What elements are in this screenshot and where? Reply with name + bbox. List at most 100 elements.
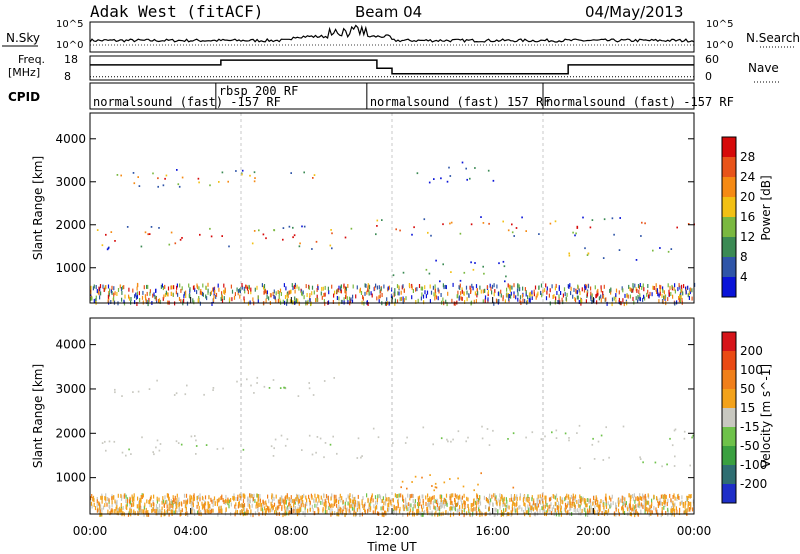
data-pixel (294, 282, 296, 287)
data-pixel (417, 508, 420, 513)
data-pixel (176, 498, 178, 502)
data-pixel (186, 301, 189, 306)
colorbar-tick-label: 200 (740, 344, 763, 358)
data-pixel (193, 493, 195, 498)
data-pixel (361, 499, 363, 504)
colorbar-cell (722, 277, 736, 297)
data-pixel (258, 229, 260, 232)
data-pixel (95, 298, 97, 303)
data-pixel (144, 294, 146, 299)
data-pixel (176, 510, 178, 515)
data-pixel (403, 507, 405, 512)
data-pixel (298, 245, 301, 248)
data-pixel (501, 494, 503, 499)
data-pixel (635, 509, 637, 514)
data-pixel (673, 429, 676, 432)
data-pixel (164, 500, 167, 505)
data-pixel (418, 502, 420, 507)
data-pixel (375, 283, 377, 288)
data-pixel (338, 296, 340, 301)
data-pixel (272, 505, 274, 510)
data-pixel (249, 174, 251, 177)
data-pixel (220, 505, 222, 510)
data-pixel (664, 499, 667, 504)
data-pixel (510, 512, 512, 517)
data-pixel (221, 494, 223, 499)
data-pixel (523, 510, 525, 514)
data-pixel (344, 501, 346, 506)
data-pixel (623, 501, 625, 505)
data-pixel (674, 502, 676, 507)
data-pixel (637, 284, 640, 288)
data-pixel (553, 494, 555, 499)
data-pixel (277, 506, 279, 511)
data-pixel (531, 503, 534, 508)
data-pixel (495, 495, 497, 500)
data-pixel (271, 507, 273, 512)
data-pixel (359, 512, 361, 517)
data-pixel (434, 296, 436, 301)
data-pixel (147, 299, 149, 304)
data-pixel (216, 502, 219, 507)
data-pixel (225, 494, 227, 499)
data-pixel (463, 493, 465, 498)
data-pixel (183, 291, 186, 296)
data-pixel (286, 438, 289, 441)
data-pixel (176, 283, 178, 288)
data-pixel (202, 283, 204, 288)
data-pixel (557, 300, 559, 304)
data-pixel (664, 294, 667, 299)
data-pixel (248, 284, 250, 289)
data-pixel (475, 503, 478, 508)
data-pixel (440, 437, 443, 440)
data-pixel (323, 299, 325, 304)
data-pixel (318, 494, 320, 499)
data-pixel (642, 297, 644, 302)
data-pixel (272, 455, 275, 457)
data-pixel (150, 495, 152, 500)
data-pixel (264, 289, 266, 294)
data-pixel (594, 285, 596, 290)
data-pixel (579, 494, 581, 499)
data-pixel (140, 498, 142, 503)
data-pixel (193, 300, 195, 305)
data-pixel (388, 502, 390, 507)
data-pixel (343, 297, 345, 302)
data-pixel (248, 499, 250, 504)
data-pixel (117, 507, 119, 512)
data-pixel (493, 493, 495, 498)
data-pixel (251, 503, 253, 508)
data-pixel (368, 503, 370, 508)
data-pixel (388, 497, 390, 501)
data-pixel (209, 506, 211, 511)
noise-panel: N.Sky 10^5 10^0 10^5 10^0 N.Search (2, 19, 800, 53)
data-pixel (282, 498, 284, 503)
data-pixel (412, 494, 414, 498)
data-pixel (486, 428, 489, 430)
data-pixel (175, 290, 177, 295)
data-pixel (550, 502, 552, 507)
data-pixel (210, 290, 212, 295)
data-pixel (399, 297, 401, 302)
data-pixel (461, 500, 463, 505)
data-pixel (433, 505, 435, 510)
data-pixel (357, 437, 360, 440)
data-pixel (202, 292, 204, 297)
data-pixel (363, 301, 365, 306)
data-pixel (113, 440, 116, 443)
data-pixel (189, 499, 191, 504)
colorbar-tick-label: 100 (740, 363, 763, 377)
data-pixel (241, 510, 244, 515)
data-pixel (407, 512, 409, 517)
data-pixel (96, 229, 99, 231)
data-pixel (445, 510, 447, 515)
data-pixel (635, 504, 637, 509)
data-pixel (673, 512, 675, 517)
data-pixel (142, 509, 145, 514)
data-pixel (466, 178, 468, 181)
data-pixel (503, 508, 505, 513)
data-pixel (449, 506, 451, 511)
data-pixel (405, 497, 407, 502)
data-pixel (488, 506, 490, 511)
data-pixel (208, 495, 210, 500)
